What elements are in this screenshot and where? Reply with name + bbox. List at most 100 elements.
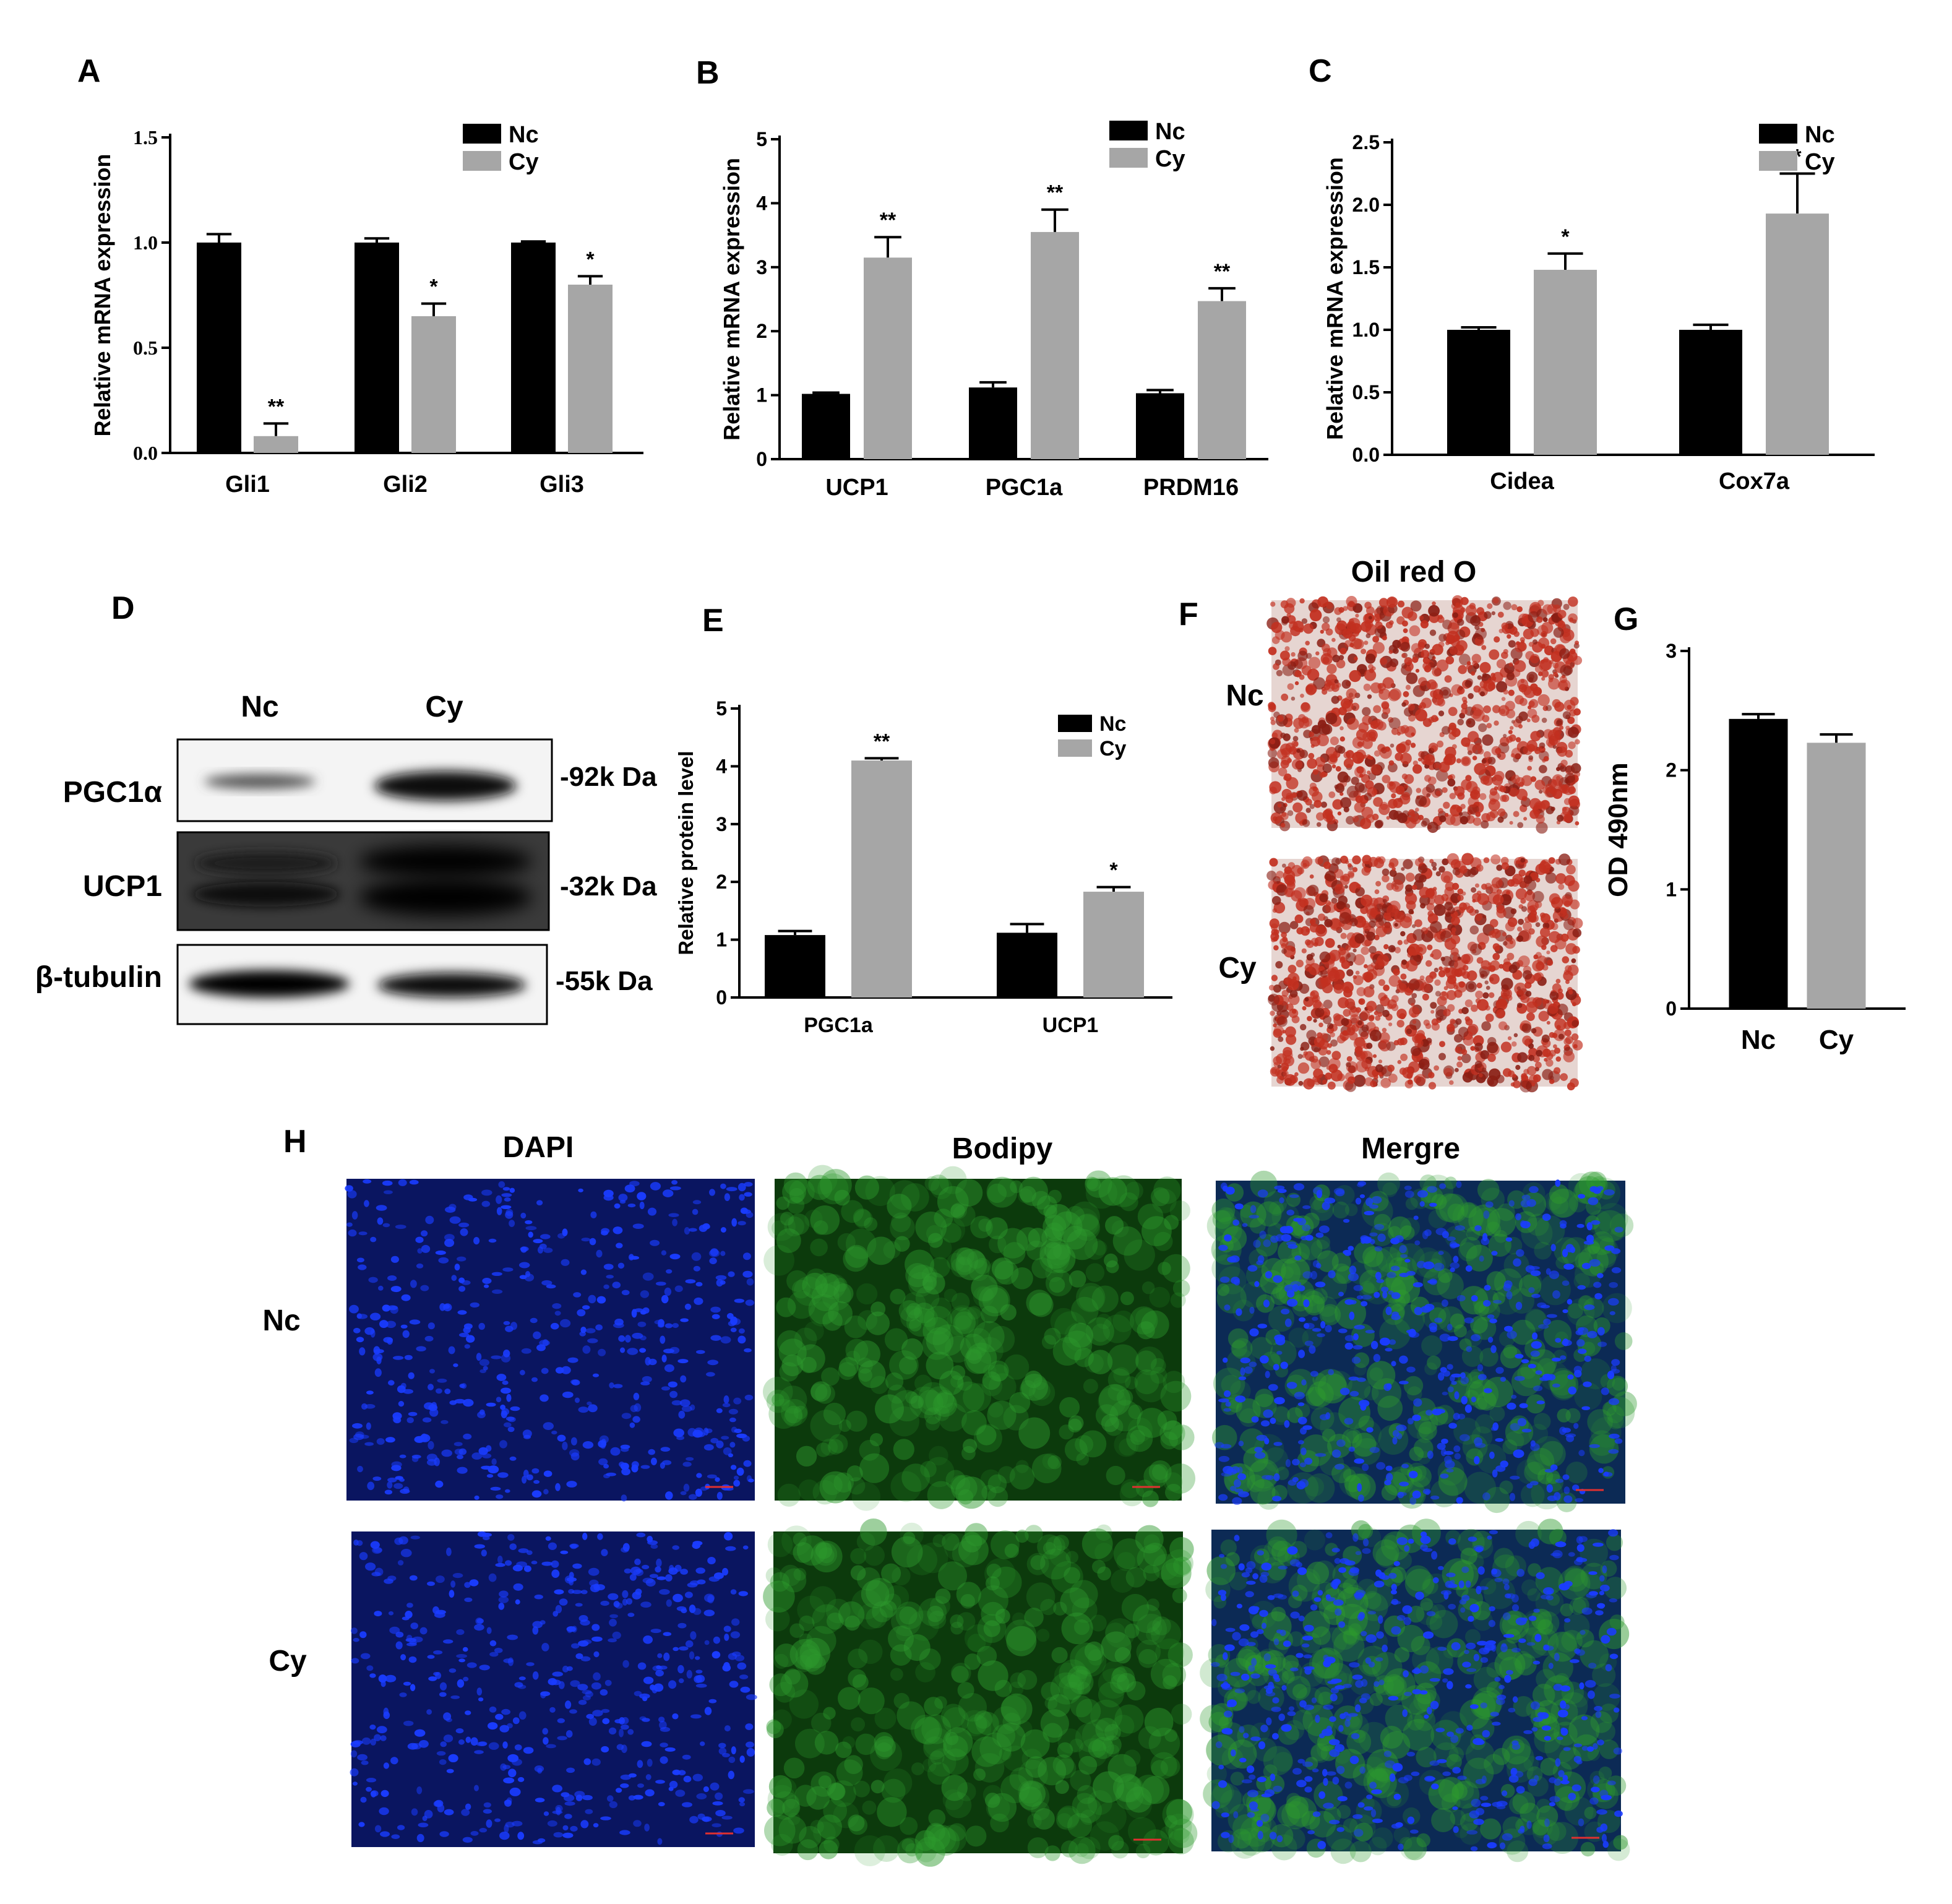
lipid-droplet (1294, 681, 1299, 686)
lipid-droplet (1339, 911, 1352, 924)
lipid-droplet (1478, 1073, 1483, 1078)
nucleus (681, 1405, 692, 1412)
nucleus (621, 1413, 632, 1419)
lipid-droplet (1316, 812, 1325, 821)
lipid-droplet (1382, 677, 1395, 689)
lipid-droplet (1455, 1018, 1462, 1025)
lipid-droplet (1564, 1029, 1571, 1036)
lipid-droplet (1508, 734, 1516, 742)
lipid-droplet (1515, 1064, 1521, 1070)
lipid-signal (1165, 1484, 1182, 1501)
lipid-signal (1505, 1431, 1524, 1451)
lipid-droplet (1427, 821, 1438, 834)
nucleus (1244, 1366, 1253, 1374)
lipid-signal (1126, 1425, 1153, 1452)
lipid-droplet (1300, 694, 1304, 698)
nucleus (710, 1335, 721, 1341)
lipid-droplet (1266, 871, 1277, 881)
lipid-signal (891, 1212, 911, 1233)
nucleus (409, 1640, 417, 1645)
nucleus (409, 1319, 421, 1325)
lipid-droplet (1416, 788, 1422, 793)
lipid-droplet (1526, 671, 1538, 683)
nucleus (724, 1725, 731, 1732)
nucleus (1353, 1285, 1364, 1291)
nucleus (1259, 1230, 1266, 1239)
nucleus (410, 1684, 416, 1691)
lipid-droplet (1322, 1079, 1327, 1085)
nucleus (1354, 1458, 1364, 1464)
nucleus (724, 1193, 731, 1201)
lipid-droplet (1528, 642, 1534, 647)
nucleus (1260, 1355, 1269, 1364)
lipid-droplet (1355, 613, 1359, 618)
lipid-droplet (1475, 627, 1487, 640)
lipid-droplet (1549, 1079, 1555, 1084)
lipid-signal (1053, 1243, 1070, 1260)
nucleus (1249, 1361, 1257, 1368)
nucleus (628, 1773, 637, 1778)
lipid-droplet (1403, 859, 1413, 869)
lipid-droplet (1534, 748, 1541, 754)
nucleus (1240, 1367, 1245, 1376)
lipid-droplet (1437, 996, 1447, 1006)
nucleus (1614, 1226, 1623, 1233)
lipid-signal (783, 1172, 808, 1197)
nucleus (489, 1640, 497, 1647)
lipid-droplet (1293, 741, 1299, 747)
nucleus (481, 1189, 492, 1196)
lipid-droplet (1285, 795, 1294, 803)
lipid-droplet (1322, 616, 1330, 624)
nucleus (672, 1323, 679, 1329)
nucleus (564, 1814, 572, 1819)
lipid-droplet (1531, 1082, 1536, 1087)
lipid-signal (1550, 1196, 1569, 1215)
lipid-signal (1565, 1462, 1588, 1484)
lipid-signal (1104, 1417, 1124, 1436)
lipid-droplet (1457, 619, 1464, 626)
lipid-droplet (1352, 603, 1363, 613)
nucleus (1315, 1282, 1326, 1288)
legend-label-c-cy: Cy (1805, 149, 1835, 175)
nucleus (355, 1431, 364, 1438)
lipid-droplet (1454, 989, 1463, 998)
lipid-droplet (1291, 792, 1297, 798)
lipid-signal (1485, 1221, 1501, 1237)
lipid-droplet (1382, 898, 1387, 903)
nucleus (1578, 1450, 1585, 1457)
nucleus (483, 1809, 492, 1814)
lipid-droplet (1387, 781, 1396, 790)
nucleus (668, 1381, 678, 1388)
lipid-droplet (1271, 732, 1278, 739)
lipid-signal (1107, 1175, 1140, 1207)
nucleus (1298, 1350, 1305, 1358)
bar-c-nc-0 (1447, 330, 1510, 455)
nucleus (400, 1654, 406, 1661)
nucleus (531, 1377, 538, 1382)
y-tick-label-a: 0.0 (133, 442, 158, 464)
lipid-droplet (1573, 655, 1583, 665)
nucleus (1297, 1402, 1305, 1406)
nucleus (1277, 1189, 1287, 1194)
nucleus (518, 1676, 526, 1681)
nucleus (1529, 1186, 1539, 1193)
lipid-droplet (1458, 907, 1465, 913)
nucleus (393, 1417, 402, 1424)
lipid-droplet (1449, 793, 1456, 799)
lipid-droplet (1571, 1020, 1579, 1027)
nucleus (537, 1838, 546, 1843)
lipid-droplet (1292, 736, 1299, 742)
blot-band-tubulin-nc (189, 970, 350, 997)
nucleus (551, 1569, 560, 1578)
nucleus (1322, 1201, 1330, 1210)
lipid-droplet (1448, 707, 1458, 717)
lipid-droplet (1309, 731, 1315, 738)
lipid-droplet (1386, 1041, 1396, 1051)
lipid-droplet (1288, 746, 1297, 755)
nucleus (1529, 1481, 1539, 1486)
nucleus (1434, 1262, 1445, 1271)
nucleus (1348, 1246, 1354, 1251)
lipid-signal (798, 1479, 820, 1501)
nucleus (692, 1208, 699, 1215)
lipid-droplet (1569, 617, 1574, 622)
